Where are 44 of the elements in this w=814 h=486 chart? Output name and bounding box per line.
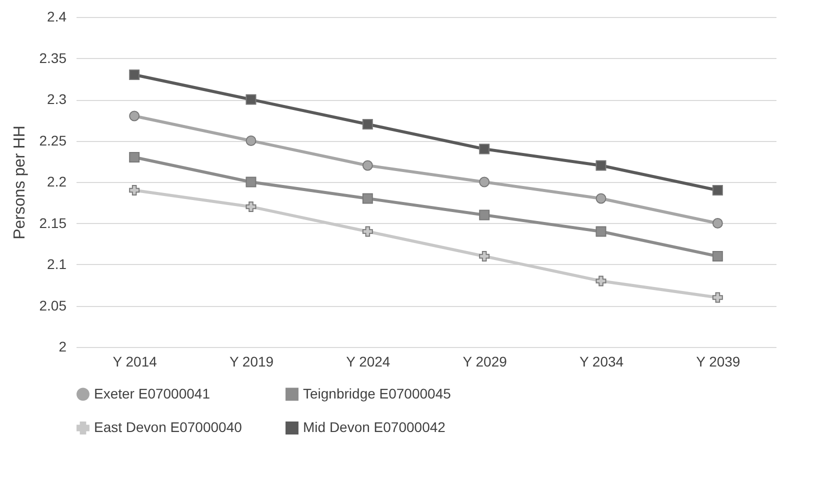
x-tick-label: Y 2024	[346, 354, 390, 370]
x-tick-label: Y 2019	[229, 354, 274, 370]
legend-label: Mid Devon E07000042	[303, 419, 446, 435]
point	[479, 210, 490, 220]
point	[712, 218, 723, 228]
point	[596, 226, 606, 237]
y-tick-label: 2.05	[39, 297, 67, 314]
point	[362, 119, 373, 130]
x-tick-label: Y 2014	[112, 354, 158, 370]
point	[129, 70, 140, 80]
point	[129, 110, 140, 122]
y-axis-title: Persons per HH	[11, 126, 28, 240]
point	[246, 94, 256, 105]
point	[712, 251, 723, 262]
legend-label: East Devon E07000040	[94, 419, 242, 435]
point	[246, 202, 256, 212]
point	[596, 276, 606, 286]
point	[596, 193, 606, 204]
y-tick-label: 2.35	[39, 50, 67, 66]
point	[246, 176, 256, 188]
y-tick-label: 2.1	[47, 256, 67, 272]
point	[712, 185, 723, 196]
point	[129, 152, 140, 162]
point	[479, 176, 490, 188]
y-tick-label: 2	[58, 338, 67, 354]
x-tick-label: Y 2029	[462, 354, 508, 370]
point	[712, 292, 723, 303]
y-tick-label: 2.25	[39, 132, 67, 148]
y-tick-label: 2.3	[47, 91, 67, 107]
point	[246, 136, 256, 146]
legend-label: Teignbridge E07000045	[303, 385, 452, 402]
legend-label: Exeter E07000041	[94, 385, 210, 402]
y-tick-label: 2.15	[39, 214, 67, 231]
y-tick-label: 2.4	[47, 8, 67, 24]
point	[129, 185, 140, 196]
point	[362, 160, 373, 171]
point	[479, 144, 490, 154]
x-tick-label: Y 2034	[579, 354, 624, 370]
point	[479, 251, 490, 262]
x-tick-label: Y 2039	[696, 354, 740, 370]
point	[362, 193, 373, 204]
point	[596, 160, 606, 171]
y-tick-label: 2.2	[47, 174, 67, 190]
point	[362, 226, 373, 237]
